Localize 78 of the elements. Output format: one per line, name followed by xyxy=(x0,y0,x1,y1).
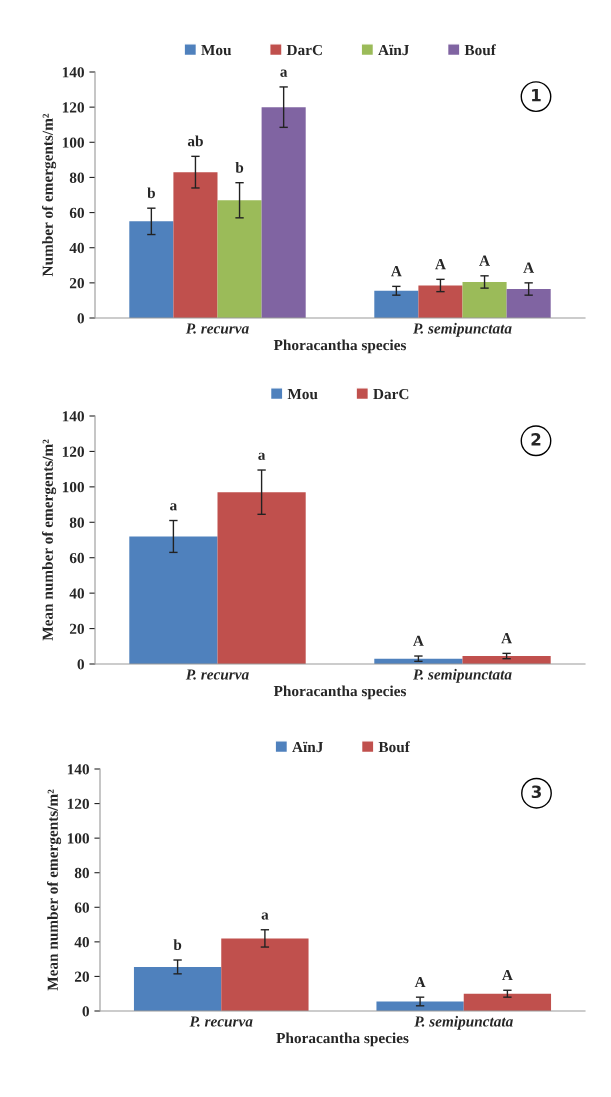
bar xyxy=(376,1001,464,1011)
y-tick-label: 100 xyxy=(62,137,84,148)
legend-label: Mou xyxy=(201,44,232,56)
y-tick-label: 100 xyxy=(62,482,84,493)
x-tick-label: P. recurva xyxy=(185,669,249,680)
bar xyxy=(463,993,552,1011)
data-label: A xyxy=(501,633,512,644)
bar xyxy=(506,289,551,318)
y-tick-label: 20 xyxy=(69,278,84,289)
y-axis-title: Mean number of emergents/m² xyxy=(46,789,62,991)
y-tick-label: 0 xyxy=(82,1006,89,1017)
legend-label: AïnJ xyxy=(378,44,410,56)
annotation: 3 xyxy=(531,785,541,799)
legend-label: DarC xyxy=(286,44,322,56)
legend-label: Bouf xyxy=(378,741,410,753)
data-label: A xyxy=(413,635,424,646)
legend-label: Bouf xyxy=(464,44,496,56)
bar xyxy=(217,492,306,664)
x-axis-title: Phoracantha species xyxy=(276,1032,409,1047)
data-label: a xyxy=(170,503,177,511)
x-tick-label: P. semipunctata xyxy=(414,1015,513,1030)
data-label: A xyxy=(502,969,513,981)
bar xyxy=(129,221,174,318)
bar xyxy=(462,656,551,664)
y-tick-label: 40 xyxy=(69,588,84,599)
x-tick-label: P. semipunctata xyxy=(412,668,512,683)
data-label: b xyxy=(173,939,182,950)
y-axis-title: Number of emergents/m² xyxy=(41,113,57,277)
data-label: a xyxy=(258,452,266,460)
y-tick-label: 80 xyxy=(69,517,84,528)
annotation: 1 xyxy=(532,89,541,102)
y-tick-label: 60 xyxy=(69,207,84,219)
y-tick-label: 100 xyxy=(67,833,89,844)
bar xyxy=(462,281,507,318)
y-tick-label: 140 xyxy=(62,67,84,78)
data-label: A xyxy=(479,255,490,266)
bar xyxy=(217,200,262,318)
data-label: b xyxy=(147,187,155,199)
data-label: A xyxy=(414,976,426,987)
data-label: b xyxy=(235,161,244,173)
bar xyxy=(221,938,309,1011)
x-axis-title: Phoracantha species xyxy=(273,339,407,354)
y-tick-label: 20 xyxy=(69,623,84,635)
y-tick-label: 40 xyxy=(74,937,89,948)
bar xyxy=(133,966,222,1011)
y-tick-label: 80 xyxy=(69,172,84,183)
legend-label: Mou xyxy=(287,388,318,400)
y-tick-label: 120 xyxy=(62,446,84,457)
x-axis-title: Phoracantha species xyxy=(273,685,407,700)
legend-label: DarC xyxy=(373,388,409,400)
y-axis-title: Mean number of emergents/m² xyxy=(41,439,57,641)
annotation: 2 xyxy=(531,433,541,446)
bar xyxy=(261,107,306,318)
data-label: ab xyxy=(187,135,203,147)
y-tick-label: 20 xyxy=(74,971,89,982)
bar xyxy=(418,285,463,318)
y-tick-label: 120 xyxy=(67,798,89,810)
legend-label: AïnJ xyxy=(292,741,323,753)
y-tick-label: 0 xyxy=(77,659,84,670)
y-tick-label: 140 xyxy=(62,411,84,422)
data-label: a xyxy=(261,912,269,920)
bar xyxy=(374,290,419,318)
data-label: a xyxy=(280,69,288,77)
y-tick-label: 60 xyxy=(74,902,89,913)
x-tick-label: P. recurva xyxy=(185,323,249,334)
data-label: A xyxy=(390,266,402,277)
bar xyxy=(129,536,218,664)
y-tick-label: 60 xyxy=(69,552,84,564)
data-label: A xyxy=(523,262,535,273)
y-tick-label: 140 xyxy=(67,764,89,775)
y-tick-label: 80 xyxy=(74,867,89,879)
x-tick-label: P. semipunctata xyxy=(412,322,512,337)
bar xyxy=(173,172,218,318)
y-tick-label: 40 xyxy=(69,242,84,254)
data-label: A xyxy=(435,259,446,270)
y-tick-label: 120 xyxy=(62,102,84,113)
x-tick-label: P. recurva xyxy=(189,1016,253,1027)
y-tick-label: 0 xyxy=(77,313,84,324)
